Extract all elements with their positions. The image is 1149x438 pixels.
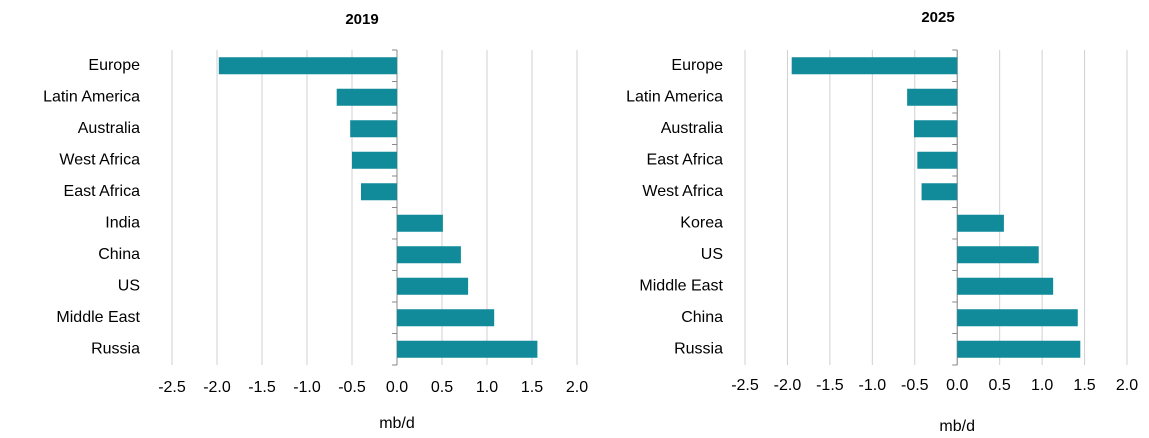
bar xyxy=(361,183,397,201)
x-tick-label: 0.5 xyxy=(431,379,453,396)
x-tick-label: -1.0 xyxy=(293,379,321,396)
x-tick-label: -2.0 xyxy=(774,377,802,394)
bar xyxy=(957,214,1004,232)
x-tick-label: 1.0 xyxy=(1031,377,1053,394)
bar xyxy=(218,57,397,75)
y-tick-label: Australia xyxy=(661,120,723,137)
y-tick-label: West Africa xyxy=(59,151,140,168)
x-tick-label: 1.0 xyxy=(476,379,498,396)
bar xyxy=(907,88,958,106)
y-tick-label: East Africa xyxy=(64,183,141,200)
bar xyxy=(791,57,958,75)
y-tick-label: China xyxy=(681,309,723,326)
bar xyxy=(336,88,397,106)
chart-title: 2025 xyxy=(921,9,954,26)
bar xyxy=(957,246,1039,264)
x-tick-label: 1.5 xyxy=(521,379,543,396)
bar xyxy=(397,214,443,232)
x-tick-label: -1.0 xyxy=(859,377,887,394)
x-tick-label: -2.5 xyxy=(158,379,186,396)
y-tick-label: East Africa xyxy=(647,151,724,168)
x-tick-label: -1.5 xyxy=(248,379,276,396)
chart-title: 2019 xyxy=(345,11,378,28)
y-tick-label: US xyxy=(118,277,140,294)
y-tick-label: Europe xyxy=(88,57,140,74)
bar xyxy=(397,277,469,295)
x-tick-label: 2.0 xyxy=(1116,377,1138,394)
x-tick-label: -0.5 xyxy=(901,377,929,394)
bar xyxy=(957,309,1078,327)
y-tick-label: Korea xyxy=(680,214,723,231)
bar xyxy=(957,277,1054,295)
y-tick-label: Europe xyxy=(671,57,723,74)
x-tick-label: 1.5 xyxy=(1073,377,1095,394)
x-axis-label: mb/d xyxy=(939,418,975,435)
y-tick-label: Russia xyxy=(674,340,723,357)
y-tick-label: West Africa xyxy=(642,183,723,200)
y-tick-label: China xyxy=(98,246,140,263)
x-tick-label: -2.5 xyxy=(731,377,759,394)
bar xyxy=(957,340,1081,358)
y-tick-label: Middle East xyxy=(639,277,723,294)
bar xyxy=(921,183,958,201)
bar xyxy=(917,151,958,169)
bar xyxy=(397,340,538,358)
y-tick-label: Latin America xyxy=(626,88,723,105)
x-tick-label: 2.0 xyxy=(566,379,588,396)
bar xyxy=(352,151,397,169)
x-tick-label: -0.5 xyxy=(338,379,366,396)
x-tick-label: 0.5 xyxy=(989,377,1011,394)
y-tick-label: US xyxy=(701,246,723,263)
x-tick-label: 0.0 xyxy=(946,377,968,394)
x-tick-label: 0.0 xyxy=(386,379,408,396)
y-tick-label: Latin America xyxy=(43,88,140,105)
x-tick-label: -1.5 xyxy=(816,377,844,394)
bar xyxy=(397,246,461,264)
y-tick-label: India xyxy=(105,214,140,231)
x-axis-label: mb/d xyxy=(379,415,415,432)
y-tick-label: Russia xyxy=(91,340,140,357)
bar xyxy=(913,120,958,138)
y-tick-label: Australia xyxy=(78,120,140,137)
bar xyxy=(397,309,495,327)
y-tick-label: Middle East xyxy=(56,309,140,326)
bar xyxy=(350,120,397,138)
x-tick-label: -2.0 xyxy=(203,379,231,396)
